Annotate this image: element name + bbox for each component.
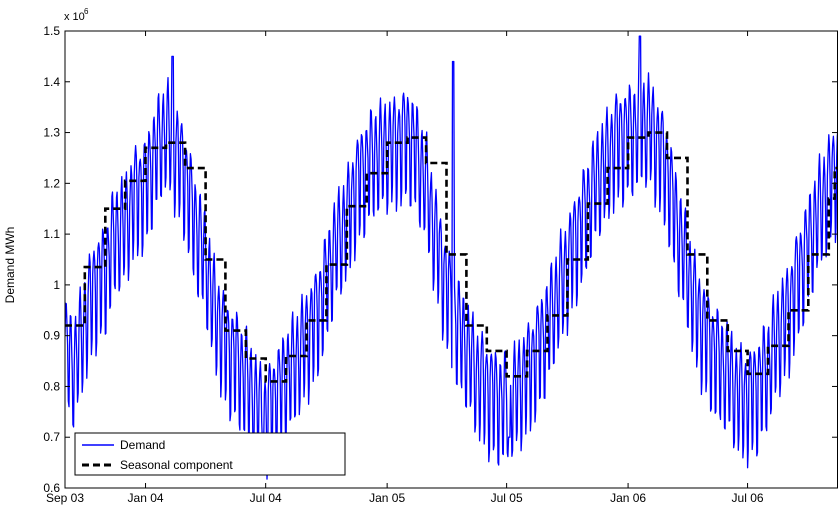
y-axis-exponent-label: x 10 xyxy=(64,11,85,23)
x-axis-ticks: Sep 03 Jan 04 Jul 04 Jan 05 Jul 05 Jan 06 Jul … xyxy=(46,31,764,505)
y-tick-label: 1.5 xyxy=(43,24,60,38)
x-tick-label: Jan 06 xyxy=(610,491,646,505)
legend-box xyxy=(74,432,346,476)
demand-series xyxy=(65,35,838,480)
y-tick-label: 1.4 xyxy=(43,75,60,89)
y-tick-label: 0.6 xyxy=(43,481,60,495)
y-tick-label: 1.1 xyxy=(43,227,60,241)
y-axis-ticks: 0.6 0.7 0.8 0.9 1 1.1 1.2 1.3 1.4 1.5 xyxy=(43,24,838,495)
seasonal-component-line xyxy=(65,131,838,383)
legend-demand-label: Demand xyxy=(120,438,165,452)
y-tick-label: 0.8 xyxy=(43,379,60,393)
y-axis-label: Demand MWh xyxy=(3,227,17,304)
demand-line xyxy=(65,35,838,480)
y-tick-label: 1 xyxy=(53,278,60,292)
legend: Demand Seasonal component xyxy=(74,432,346,476)
y-tick-label: 1.3 xyxy=(43,126,60,140)
x-tick-label: Jul 04 xyxy=(250,491,282,505)
x-tick-label: Jan 05 xyxy=(369,491,405,505)
legend-seasonal-label: Seasonal component xyxy=(120,458,233,472)
y-tick-label: 1.2 xyxy=(43,176,60,190)
x-tick-label: Jan 04 xyxy=(128,491,164,505)
x-tick-label: Jul 06 xyxy=(732,491,764,505)
y-tick-label: 0.9 xyxy=(43,329,60,343)
y-tick-label: 0.7 xyxy=(43,430,60,444)
seasonal-component-series xyxy=(65,131,838,383)
x-tick-label: Jul 05 xyxy=(491,491,523,505)
x-tick-label: Sep 03 xyxy=(46,491,84,505)
y-axis-exponent-power: 6 xyxy=(84,7,89,16)
